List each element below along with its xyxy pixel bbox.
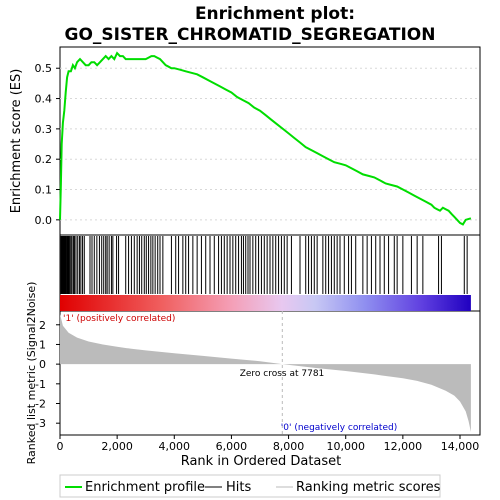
x-tick-label: 6,000 [216, 440, 248, 453]
metric-y-tick-label: 2 [39, 319, 46, 332]
legend-metric-label: Ranking metric scores [296, 480, 441, 495]
x-tick-label: 12,000 [384, 440, 423, 453]
legend-box [59, 474, 441, 498]
es-y-tick-label: 0.3 [35, 123, 53, 136]
x-tick-label: 0 [57, 440, 64, 453]
metric-y-tick-label: -2 [35, 398, 46, 411]
chart-title-line2: GO_SISTER_CHROMATID_SEGREGATION [65, 25, 436, 45]
x-tick-label: 2,000 [101, 440, 133, 453]
hit-marks [59, 236, 468, 294]
es-gridlines [60, 67, 480, 221]
es-y-axis-label: Enrichment score (ES) [9, 69, 24, 214]
x-ticks: 0 2,000 4,000 6,000 8,000 10,000 12,000 14,000 [57, 435, 480, 453]
negative-correlation-label: '0' (negatively correlated) [281, 423, 397, 433]
es-y-ticks: 0.0 0.1 0.2 0.3 0.4 0.5 [35, 62, 60, 227]
metric-y-tick-label: 0 [39, 358, 46, 371]
enrichment-profile-line [59, 51, 472, 226]
es-panel-frame [59, 46, 481, 236]
x-tick-label: 4,000 [159, 440, 191, 453]
ranking-metric-area [60, 314, 471, 432]
zero-cross-label: Zero cross at 7781 [240, 369, 325, 379]
es-y-tick-label: 0.4 [35, 93, 53, 106]
metric-y-tick-label: -1 [35, 378, 46, 391]
legend-hits-label: Hits [226, 480, 251, 495]
x-tick-label: 10,000 [326, 440, 365, 453]
es-y-tick-label: 0.1 [35, 184, 53, 197]
chart-title-line1: Enrichment plot: [195, 4, 355, 24]
metric-y-ticks: 2 1 0 -1 -2 -3 [35, 319, 60, 430]
es-y-tick-label: 0.5 [35, 62, 53, 75]
positive-correlation-label: '1' (positively correlated) [63, 314, 175, 324]
legend-profile-label: Enrichment profile [85, 480, 205, 495]
metric-y-tick-label: -3 [35, 417, 46, 430]
metric-y-axis-label: Ranked list metric (Signal2Noise) [25, 282, 38, 465]
legend: Enrichment profile Hits Ranking metric s… [59, 474, 441, 498]
metric-y-tick-label: 1 [39, 338, 46, 351]
es-y-tick-label: 0.0 [35, 214, 53, 227]
x-axis-label: Rank in Ordered Dataset [181, 454, 342, 469]
x-tick-label: 14,000 [441, 440, 480, 453]
x-tick-label: 8,000 [273, 440, 305, 453]
es-y-tick-label: 0.2 [35, 153, 53, 166]
rank-heatmap-bar [60, 295, 471, 311]
